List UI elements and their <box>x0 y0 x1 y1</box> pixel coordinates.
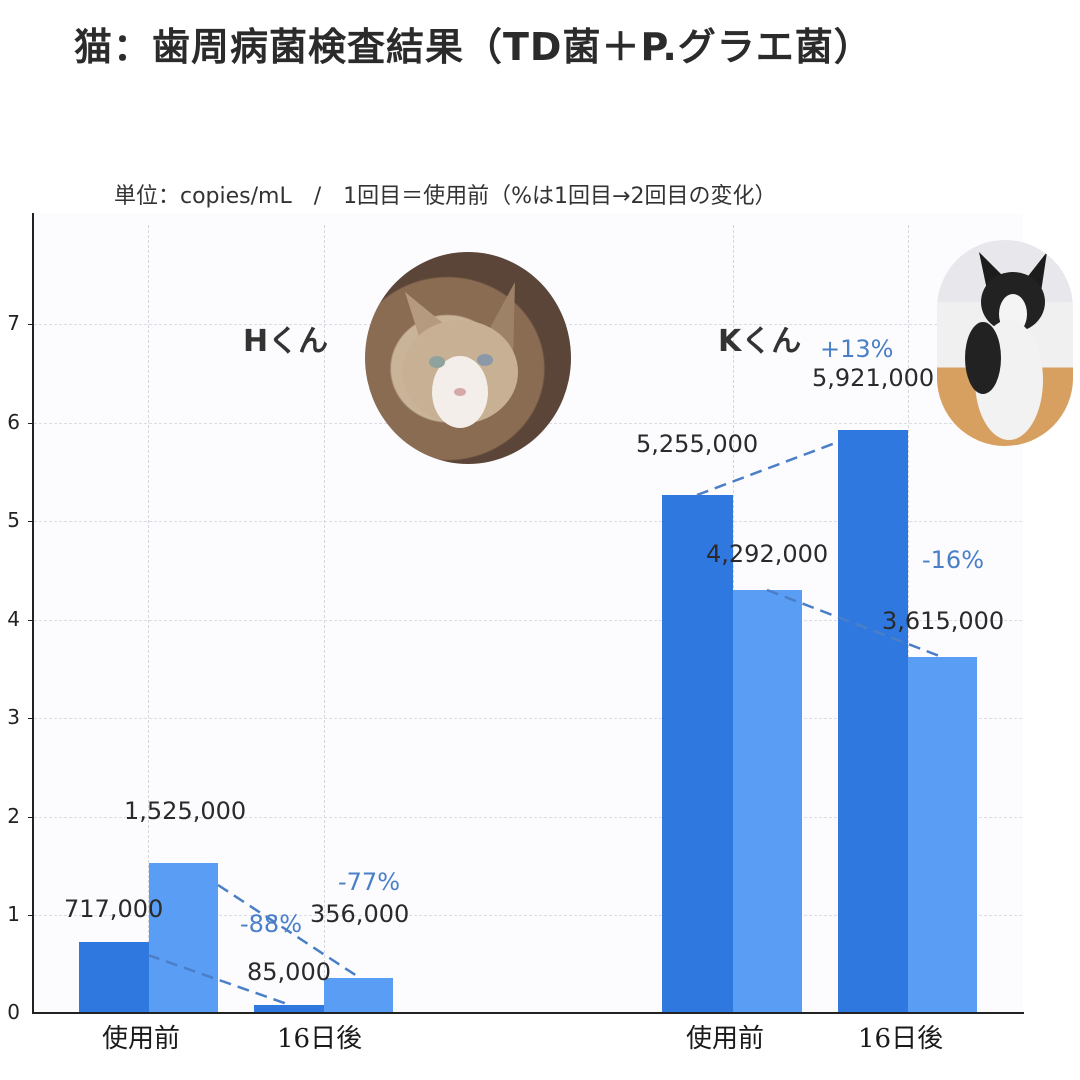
bar-h-before-dark <box>79 942 149 1013</box>
y-tick-mark <box>28 620 33 621</box>
y-axis <box>32 213 34 1014</box>
y-tick-mark <box>28 718 33 719</box>
value-label: 4,292,000 <box>706 540 829 568</box>
cat-name-k: Kくん <box>718 324 802 359</box>
x-label: 使用前 <box>102 1024 181 1054</box>
trend-line-h-dark <box>147 953 291 1007</box>
value-label: 3,615,000 <box>882 607 1005 635</box>
x-axis <box>32 1012 1024 1014</box>
gridline-y1 <box>34 915 1022 916</box>
value-label: 1,525,000 <box>124 797 247 825</box>
x-label: 16日後 <box>858 1024 944 1054</box>
y-tick-6: 6 <box>7 410 20 434</box>
bar-h-after-light <box>324 978 393 1013</box>
pct-change-label: +13% <box>820 335 894 363</box>
bar-k-before-light <box>733 590 802 1013</box>
y-tick-mark <box>28 817 33 818</box>
value-label: 356,000 <box>310 900 410 928</box>
chart-subtitle: 単位：copies/mL / 1回目＝使用前（%は1回目→2回目の変化） <box>114 184 777 209</box>
bar-k-after-light <box>908 657 977 1013</box>
y-tick-mark <box>28 521 33 522</box>
y-tick-0: 0 <box>7 1000 20 1024</box>
cat-name-h: Hくん <box>243 324 329 359</box>
cat-body-icon <box>965 252 1047 440</box>
cat-photo-h <box>365 252 571 464</box>
y-tick-2: 2 <box>7 804 20 828</box>
bar-h-before-light <box>149 863 218 1013</box>
gridline-y5 <box>34 521 1022 522</box>
y-tick-1: 1 <box>7 902 20 926</box>
y-tick-mark <box>28 423 33 424</box>
gridline-x1 <box>148 225 149 1013</box>
value-label: 85,000 <box>247 958 331 986</box>
bar-k-before-dark <box>662 495 733 1013</box>
y-tick-7: 7 <box>7 311 20 335</box>
gridline-y2 <box>34 817 1022 818</box>
gridline-x2 <box>324 225 325 1013</box>
value-label: 717,000 <box>64 895 164 923</box>
x-label: 16日後 <box>277 1024 363 1054</box>
value-label: 5,921,000 <box>812 364 935 392</box>
y-tick-mark <box>28 324 33 325</box>
trend-line-h-light <box>217 883 361 980</box>
bar-h-after-dark <box>254 1005 324 1013</box>
y-tick-5: 5 <box>7 508 20 532</box>
bar-k-after-dark <box>838 430 908 1013</box>
x-label: 使用前 <box>686 1024 765 1054</box>
y-tick-mark <box>28 915 33 916</box>
cat-face-icon <box>402 282 518 428</box>
y-tick-4: 4 <box>7 607 20 631</box>
pct-change-label: -16% <box>922 546 985 574</box>
cat-photo-k <box>937 240 1073 446</box>
pct-change-label: -88% <box>240 910 303 938</box>
gridline-y3 <box>34 718 1022 719</box>
trend-line-k-light <box>766 588 943 659</box>
trend-line-k-dark <box>696 440 839 497</box>
pct-change-label: -77% <box>338 868 401 896</box>
gridline-y4 <box>34 620 1022 621</box>
gridline-x4 <box>908 225 909 1013</box>
y-tick-3: 3 <box>7 705 20 729</box>
value-label: 5,255,000 <box>636 430 759 458</box>
chart-title: 猫：歯周病菌検査結果（TD菌＋P.グラエ菌） <box>74 25 873 69</box>
